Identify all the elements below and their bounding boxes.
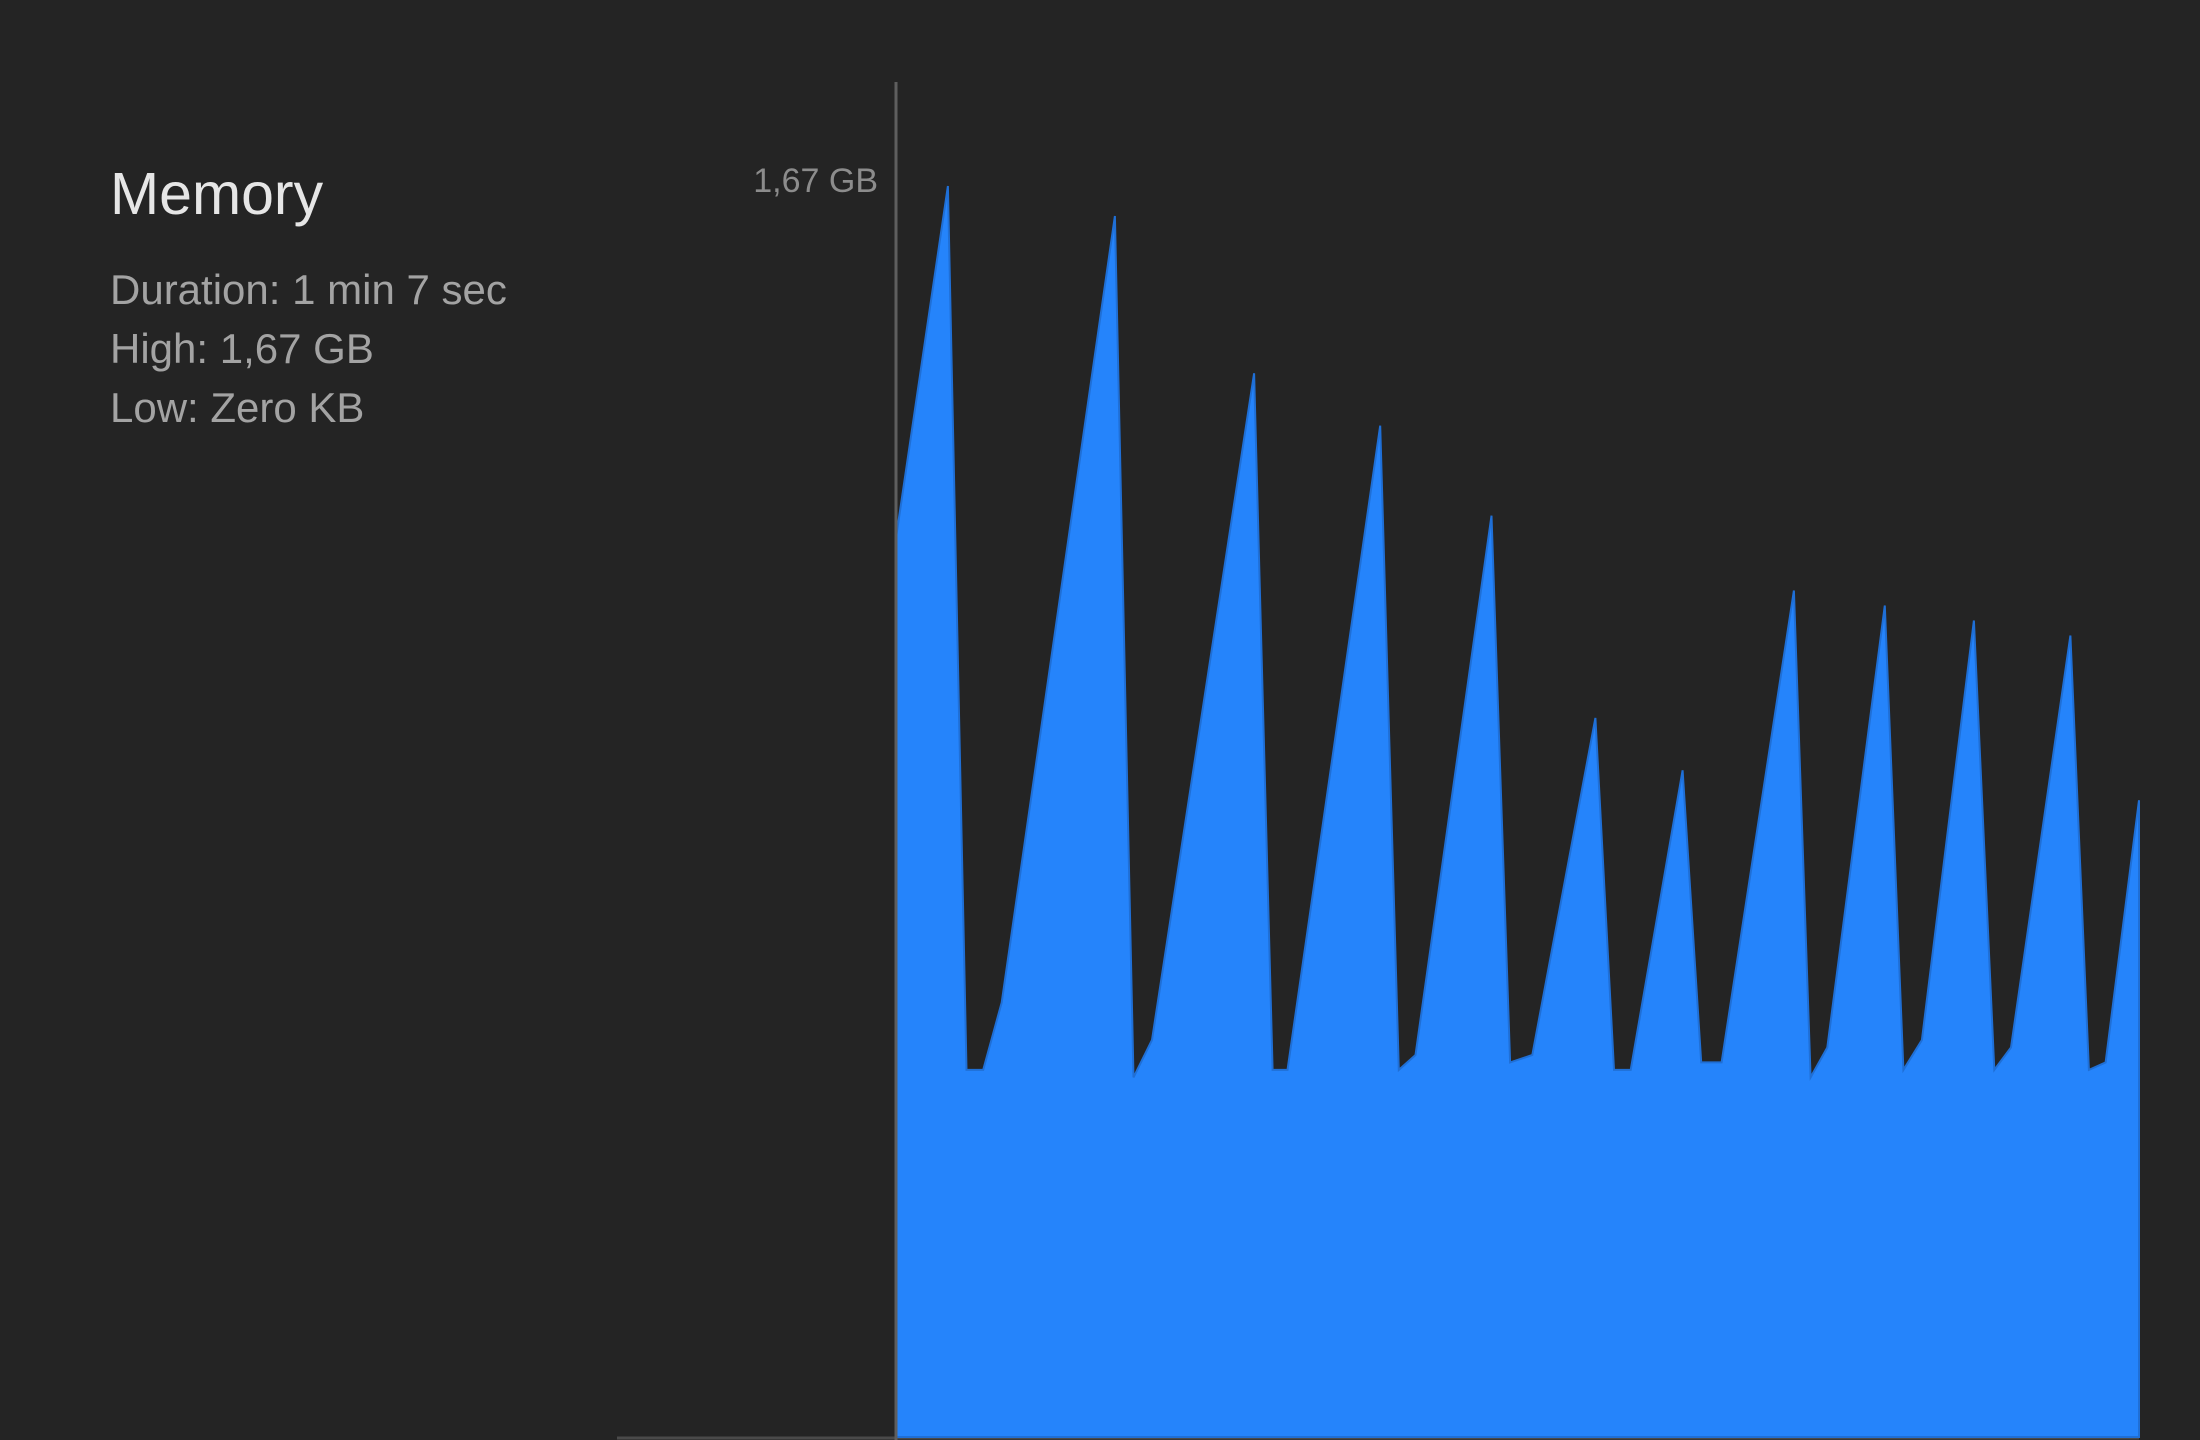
low-value: Zero KB (210, 384, 365, 431)
memory-area-series (895, 185, 2140, 1438)
high-stat: High: 1,67 GB (110, 319, 507, 378)
panel-title: Memory (110, 161, 324, 227)
duration-label: Duration: (110, 266, 281, 313)
y-axis-max-label: 1,67 GB (753, 162, 878, 200)
low-label: Low: (110, 384, 199, 431)
duration-stat: Duration: 1 min 7 sec (110, 260, 507, 319)
high-value: 1,67 GB (219, 325, 374, 372)
high-label: High: (110, 325, 209, 372)
duration-value: 1 min 7 sec (292, 266, 507, 313)
low-stat: Low: Zero KB (110, 378, 507, 437)
memory-info: Memory Duration: 1 min 7 sec High: 1,67 … (110, 158, 507, 437)
